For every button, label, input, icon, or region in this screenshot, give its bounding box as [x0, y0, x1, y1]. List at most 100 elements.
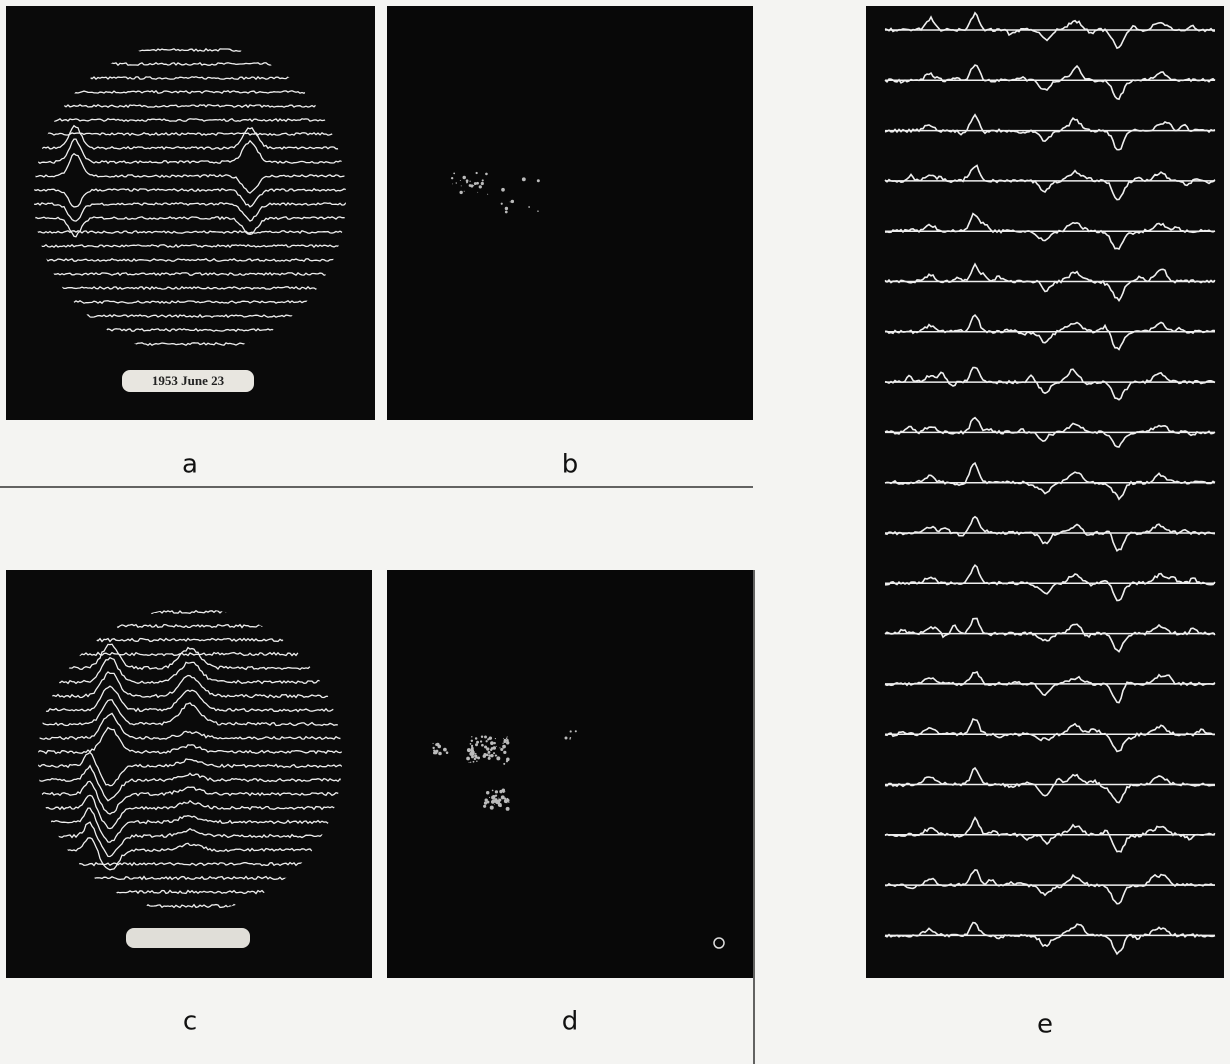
- speck: [505, 207, 508, 210]
- speck: [487, 801, 490, 804]
- panel-label: a: [182, 450, 198, 480]
- speck: [495, 738, 496, 739]
- speck: [433, 749, 435, 751]
- speck: [466, 757, 470, 761]
- speck: [504, 798, 506, 800]
- speck: [475, 172, 477, 174]
- speck: [565, 736, 568, 739]
- speck: [464, 191, 465, 192]
- speck: [466, 182, 467, 183]
- speck: [460, 180, 461, 181]
- speck: [470, 181, 471, 182]
- speck: [473, 761, 475, 763]
- speck: [476, 741, 479, 744]
- speck: [499, 747, 500, 748]
- speck: [489, 797, 490, 798]
- speck: [506, 798, 508, 800]
- speck: [489, 736, 492, 739]
- panel-c: [6, 570, 372, 978]
- speck: [481, 182, 484, 185]
- speck: [476, 761, 477, 762]
- figure: 1953 June 23 a b c d e: [0, 0, 1230, 1064]
- speck: [474, 182, 477, 185]
- speck: [479, 185, 482, 188]
- speck: [507, 802, 508, 803]
- date-stamp: 1953 June 23: [152, 373, 225, 388]
- speck: [501, 203, 503, 205]
- speck: [485, 173, 488, 176]
- panel-label: b: [562, 450, 579, 480]
- speck: [498, 798, 499, 799]
- speck: [502, 745, 506, 749]
- speck: [459, 191, 462, 194]
- speck: [493, 742, 495, 744]
- speck: [480, 740, 482, 742]
- speck: [499, 790, 502, 793]
- speck: [504, 739, 507, 742]
- panel-d: [387, 570, 753, 978]
- speck: [506, 807, 510, 811]
- speck: [451, 177, 453, 179]
- panel-label: d: [562, 1007, 579, 1037]
- speck: [474, 758, 476, 760]
- speck: [473, 185, 474, 186]
- panel-b: [387, 6, 753, 420]
- speck: [463, 176, 466, 179]
- speck: [501, 188, 505, 192]
- speck: [456, 182, 457, 183]
- plate: [6, 6, 375, 420]
- speck: [491, 744, 492, 745]
- speck: [446, 751, 449, 754]
- speck: [496, 746, 497, 747]
- speck: [468, 749, 469, 750]
- speck: [491, 808, 493, 810]
- speck: [495, 794, 497, 796]
- speck: [452, 183, 453, 184]
- speck: [499, 805, 502, 808]
- speck: [490, 749, 492, 751]
- speck: [435, 743, 438, 746]
- speck: [467, 748, 471, 752]
- speck: [486, 791, 489, 794]
- speck: [475, 737, 477, 739]
- speck: [432, 747, 434, 749]
- speck: [495, 790, 498, 793]
- speck: [505, 211, 508, 214]
- speck: [471, 755, 474, 758]
- speck: [453, 172, 455, 174]
- speck: [494, 804, 495, 805]
- speck: [488, 757, 491, 760]
- speck: [475, 743, 478, 746]
- speck: [486, 754, 489, 757]
- speck: [503, 751, 506, 754]
- speck: [506, 758, 510, 762]
- speck: [498, 804, 500, 806]
- speck: [496, 756, 500, 760]
- speck: [470, 743, 472, 745]
- speck: [502, 743, 503, 744]
- speck: [487, 194, 488, 195]
- speck: [504, 791, 505, 792]
- speck: [486, 740, 488, 742]
- speck: [506, 741, 509, 744]
- speck: [481, 744, 484, 747]
- speck: [492, 746, 496, 750]
- panel-label: e: [1037, 1010, 1053, 1040]
- speck: [507, 736, 508, 737]
- speck: [461, 185, 462, 186]
- speck: [522, 177, 526, 181]
- plate: [387, 6, 753, 420]
- speck: [492, 790, 494, 792]
- speck: [481, 736, 483, 738]
- plate: [387, 570, 753, 978]
- speck: [528, 206, 530, 208]
- speck: [443, 748, 447, 752]
- speck: [466, 179, 469, 182]
- speck: [537, 210, 539, 212]
- panel-label: c: [183, 1007, 197, 1037]
- speck: [484, 736, 487, 739]
- speck: [471, 740, 473, 742]
- speck: [493, 752, 495, 754]
- speck: [482, 179, 484, 181]
- speck: [469, 184, 472, 187]
